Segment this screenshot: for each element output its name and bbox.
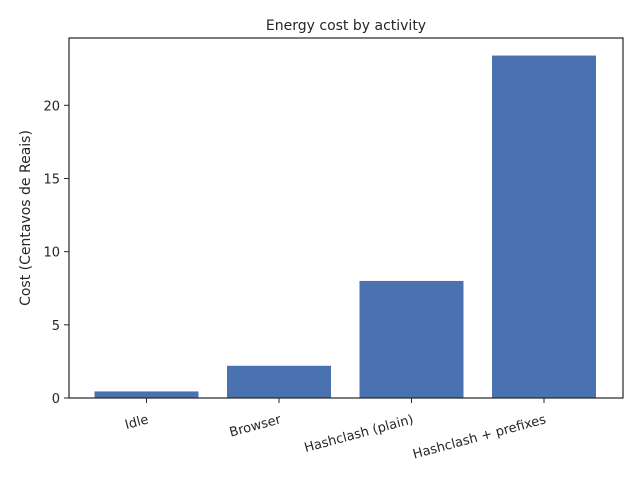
y-tick-label-4: 20 — [43, 99, 60, 114]
x-tick-label-0: Idle — [123, 412, 150, 433]
y-tick-label-1: 5 — [52, 319, 60, 334]
y-ticks-group: 0 5 10 15 20 — [43, 99, 69, 407]
y-tick-label-3: 15 — [43, 172, 60, 187]
x-tick-label-2: Hashclash (plain) — [303, 412, 416, 456]
x-tick-label-3: Hashclash + prefixes — [411, 412, 548, 462]
bar-2 — [359, 280, 464, 398]
plot-frame — [68, 37, 624, 399]
y-tick-label-0: 0 — [52, 392, 60, 407]
y-tick-label-2: 10 — [43, 246, 60, 261]
bar-0 — [94, 391, 199, 398]
chart-title: Energy cost by activity — [266, 18, 426, 34]
bar-1 — [227, 365, 331, 398]
y-axis-label: Cost (Centavos de Reais) — [18, 130, 34, 306]
bar-3 — [492, 55, 596, 398]
x-tick-label-1: Browser — [228, 412, 283, 440]
bars-group — [94, 55, 596, 398]
x-ticks-group: Idle Browser Hashclash (plain)Hashclash + … — [123, 398, 548, 462]
